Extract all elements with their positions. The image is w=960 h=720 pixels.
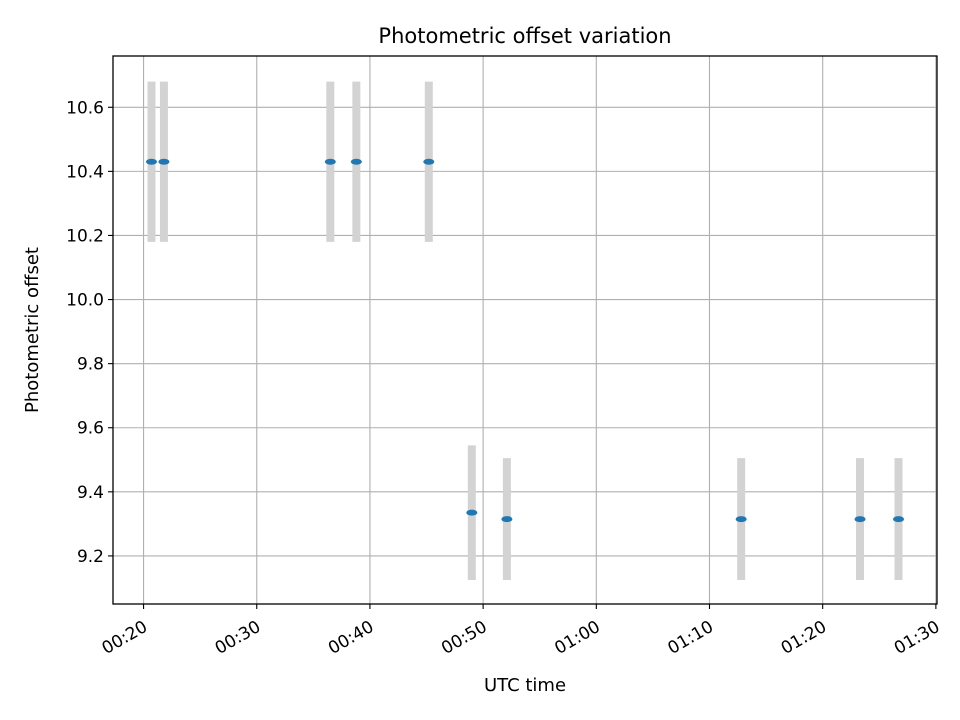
data-points (145, 158, 905, 523)
y-tick-label: 9.8 (77, 355, 104, 375)
grid (113, 56, 937, 604)
data-point (423, 158, 435, 165)
y-axis: 9.2 9.4 9.6 9.8 10.0 10.2 10.4 10.6 (66, 98, 113, 567)
chart-title: Photometric offset variation (378, 24, 671, 48)
x-axis-label: UTC time (484, 675, 566, 696)
x-tick-label: 00:40 (325, 617, 377, 659)
y-tick-label: 9.2 (77, 547, 104, 567)
y-tick-label: 10.0 (66, 291, 104, 311)
data-point (158, 158, 170, 165)
x-tick-label: 00:20 (99, 617, 151, 659)
data-point (145, 158, 157, 165)
data-point (466, 509, 478, 516)
data-point (350, 158, 362, 165)
data-point (854, 516, 866, 523)
plot-frame (112, 55, 938, 605)
data-point (324, 158, 336, 165)
data-point (735, 516, 747, 523)
x-tick-label: 00:50 (438, 617, 490, 659)
data-point (501, 516, 513, 523)
y-tick-label: 10.2 (66, 226, 104, 246)
x-tick-label: 00:30 (212, 617, 264, 659)
x-tick-label: 01:30 (891, 617, 943, 659)
y-tick-label: 9.4 (77, 483, 104, 503)
y-axis-label: Photometric offset (22, 247, 43, 413)
x-axis: 00:20 00:30 00:40 00:50 01:00 01:10 01:20 01:30 (99, 604, 943, 659)
y-tick-label: 10.6 (66, 98, 104, 118)
y-tick-label: 10.4 (66, 162, 104, 182)
y-tick-label: 9.6 (77, 419, 104, 439)
error-bars (147, 81, 903, 580)
x-tick-label: 01:00 (551, 617, 603, 659)
data-point (893, 516, 905, 523)
x-tick-label: 01:20 (778, 617, 830, 659)
x-tick-label: 01:10 (665, 617, 717, 659)
